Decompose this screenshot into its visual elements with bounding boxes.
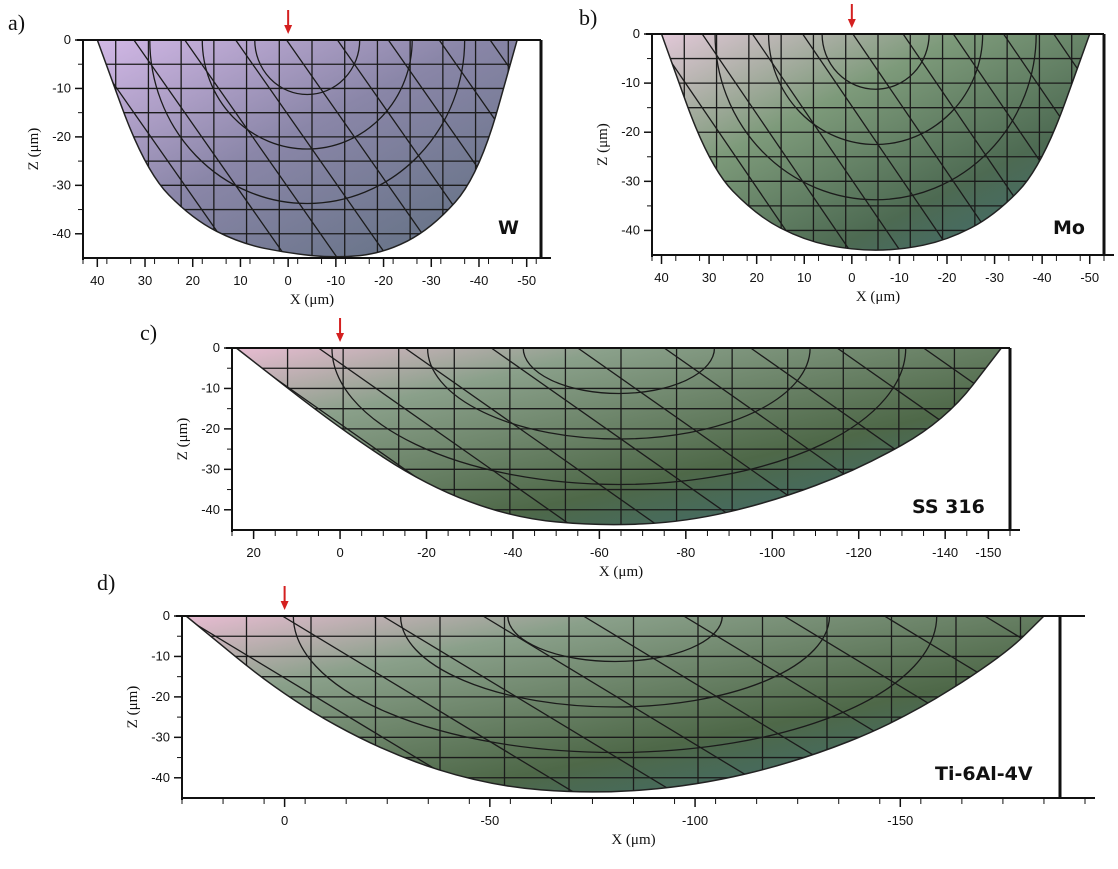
y-tick-label: -20	[621, 124, 640, 139]
x-tick-label: -80	[676, 545, 695, 560]
y-tick-label: -30	[52, 177, 71, 192]
x-tick-label: -10	[326, 273, 345, 288]
y-tick-label: -40	[201, 502, 220, 517]
y-tick-label: -10	[621, 75, 640, 90]
x-tick-label: 20	[185, 273, 199, 288]
panel-label: b)	[579, 5, 597, 30]
beam-position-arrow	[336, 318, 345, 342]
chart-panel-3: 0 -10 -20 -30 -40 20 0 -20 -40 -60 -80 -100 -120 -140…	[140, 318, 1020, 580]
y-tick-label: 0	[163, 608, 170, 623]
x-tick-label: -50	[480, 813, 499, 828]
x-tick-label: 40	[90, 273, 104, 288]
material-label: Mo	[1053, 217, 1085, 239]
y-axis-label: Z (μm)	[125, 686, 141, 729]
y-tick-label: -40	[151, 770, 170, 785]
x-tick-label: 20	[749, 270, 763, 285]
x-tick-label: -20	[417, 545, 436, 560]
x-tick-label: -140	[932, 545, 958, 560]
y-tick-label: -10	[201, 380, 220, 395]
y-axis-label: Z (μm)	[595, 123, 611, 166]
x-axis-label: X (μm)	[599, 564, 643, 580]
beam-position-arrow	[847, 4, 856, 28]
x-axis-label: X (μm)	[856, 289, 900, 305]
x-tick-label: -40	[504, 545, 523, 560]
x-tick-label: -30	[985, 270, 1004, 285]
x-tick-label: -10	[890, 270, 909, 285]
y-tick-label: -40	[621, 222, 640, 237]
x-tick-label: -40	[1033, 270, 1052, 285]
y-tick-label: -10	[151, 648, 170, 663]
x-tick-label: 40	[654, 270, 668, 285]
x-tick-label: 10	[233, 273, 247, 288]
x-tick-label: -150	[975, 545, 1001, 560]
x-tick-label: 0	[848, 270, 855, 285]
y-tick-label: -40	[52, 226, 71, 241]
x-axis-label: X (μm)	[290, 292, 334, 308]
y-tick-label: -20	[151, 689, 170, 704]
y-tick-label: -10	[52, 80, 71, 95]
crater-profile	[184, 615, 1046, 793]
material-label: Ti-6Al-4V	[935, 763, 1033, 785]
beam-position-arrow	[284, 10, 293, 34]
x-tick-label: 0	[336, 545, 343, 560]
chart-panel-4: 0 -10 -20 -30 -40 0 -50 -100 -150 X (μm) Z (μm) d) T…	[97, 570, 1095, 848]
material-label: SS 316	[912, 496, 985, 518]
beam-position-arrow	[280, 586, 289, 610]
y-tick-label: -20	[52, 129, 71, 144]
panel-label: c)	[140, 320, 157, 345]
panel-label: d)	[97, 570, 115, 595]
y-tick-label: -30	[151, 729, 170, 744]
x-tick-label: -30	[422, 273, 441, 288]
x-tick-label: 0	[285, 273, 292, 288]
y-tick-label: -30	[621, 173, 640, 188]
y-tick-label: 0	[64, 32, 71, 47]
x-tick-label: -60	[590, 545, 609, 560]
y-tick-label: -20	[201, 421, 220, 436]
x-axis-label: X (μm)	[611, 832, 655, 848]
x-tick-label: 20	[246, 545, 260, 560]
y-axis-label: Z (μm)	[26, 128, 42, 171]
x-tick-label: -100	[682, 813, 708, 828]
x-tick-label: 10	[797, 270, 811, 285]
x-tick-label: -120	[846, 545, 872, 560]
x-tick-label: -50	[517, 273, 536, 288]
material-label: W	[498, 217, 519, 239]
crater-profile	[234, 347, 1003, 526]
y-tick-label: 0	[633, 26, 640, 41]
y-tick-label: 0	[213, 340, 220, 355]
x-tick-label: 30	[138, 273, 152, 288]
x-tick-label: -20	[938, 270, 957, 285]
y-tick-label: -30	[201, 461, 220, 476]
x-tick-label: 30	[702, 270, 716, 285]
x-tick-label: -20	[374, 273, 393, 288]
x-tick-label: -50	[1080, 270, 1099, 285]
x-tick-label: -150	[887, 813, 913, 828]
x-tick-label: 0	[281, 813, 288, 828]
x-tick-label: -40	[470, 273, 489, 288]
panel-label: a)	[8, 10, 25, 35]
x-tick-label: -100	[759, 545, 785, 560]
y-axis-label: Z (μm)	[175, 418, 191, 461]
